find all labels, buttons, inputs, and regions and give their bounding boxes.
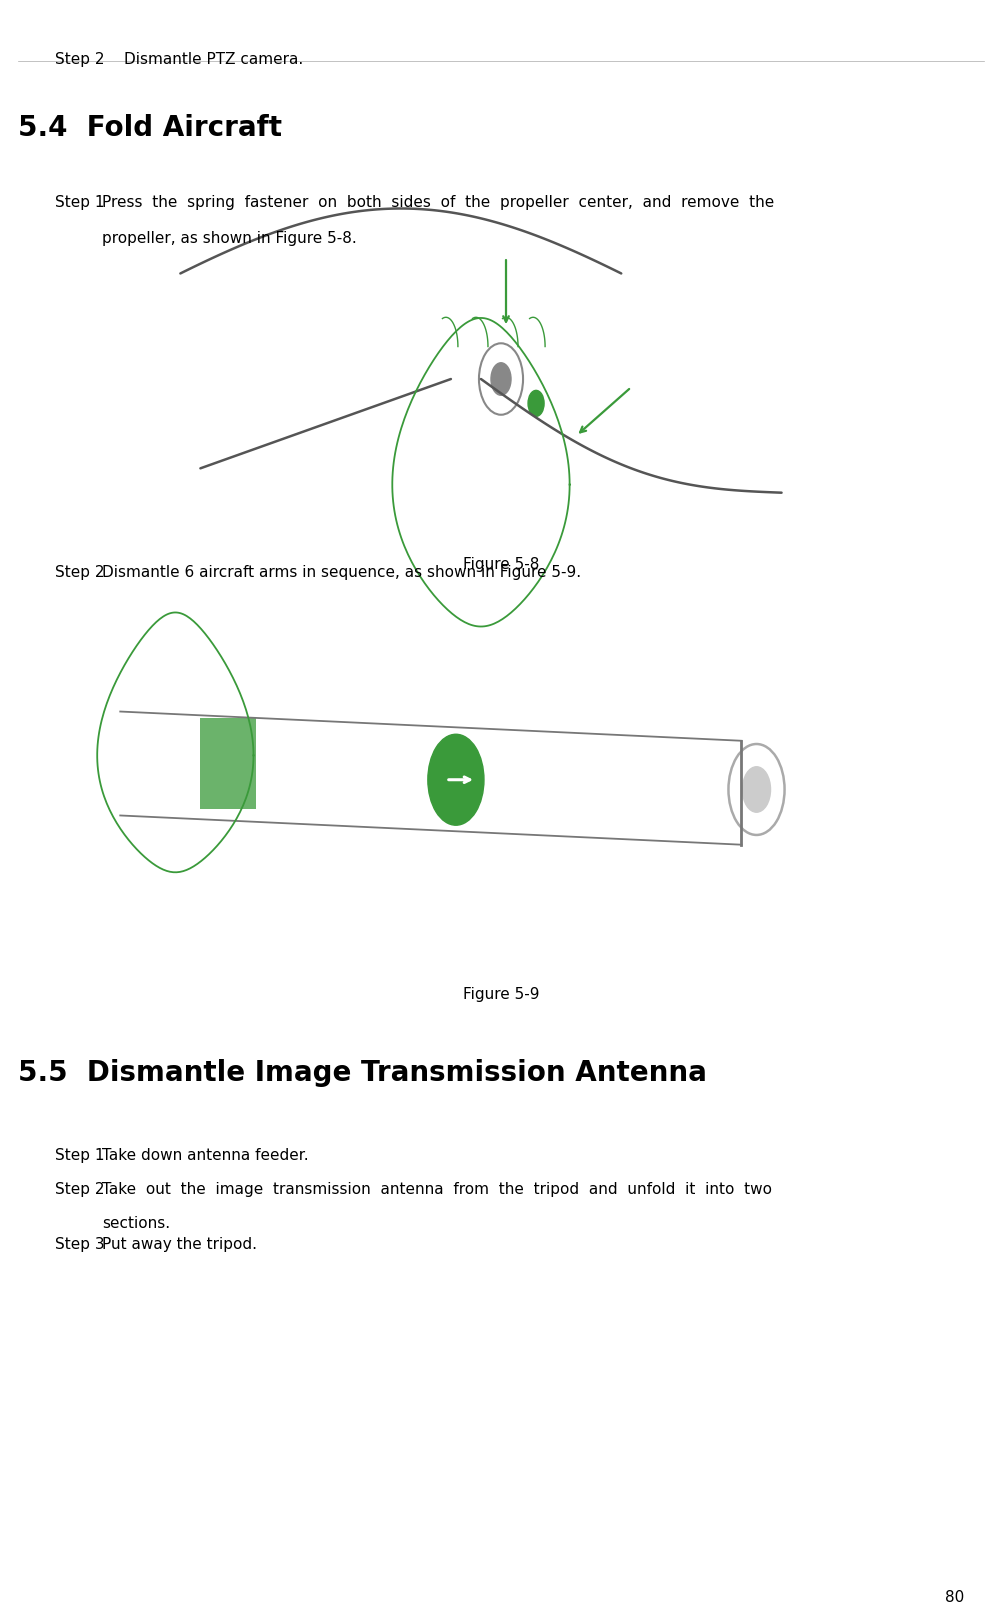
Text: Put away the tripod.: Put away the tripod. bbox=[102, 1237, 258, 1251]
Text: Dismantle 6 aircraft arms in sequence, as shown in Figure 5-9.: Dismantle 6 aircraft arms in sequence, a… bbox=[102, 565, 581, 579]
Text: Step 2: Step 2 bbox=[55, 1182, 104, 1196]
Circle shape bbox=[742, 768, 771, 813]
Circle shape bbox=[428, 735, 484, 826]
Text: Step 3: Step 3 bbox=[55, 1237, 105, 1251]
Text: Figure 5-9: Figure 5-9 bbox=[463, 987, 539, 1001]
Text: 5.5  Dismantle Image Transmission Antenna: 5.5 Dismantle Image Transmission Antenna bbox=[18, 1058, 707, 1086]
FancyBboxPatch shape bbox=[200, 719, 256, 810]
Text: Take down antenna feeder.: Take down antenna feeder. bbox=[102, 1147, 309, 1162]
Text: 80: 80 bbox=[945, 1589, 964, 1604]
Text: sections.: sections. bbox=[102, 1216, 170, 1230]
Text: propeller, as shown in Figure 5-8.: propeller, as shown in Figure 5-8. bbox=[102, 230, 357, 245]
Text: 5.4  Fold Aircraft: 5.4 Fold Aircraft bbox=[18, 114, 282, 141]
Text: Step 1: Step 1 bbox=[55, 1147, 104, 1162]
Text: Step 2: Step 2 bbox=[55, 565, 104, 579]
Text: Step 2    Dismantle PTZ camera.: Step 2 Dismantle PTZ camera. bbox=[55, 52, 304, 67]
Text: Take  out  the  image  transmission  antenna  from  the  tripod  and  unfold  it: Take out the image transmission antenna … bbox=[102, 1182, 773, 1196]
Text: Press  the  spring  fastener  on  both  sides  of  the  propeller  center,  and : Press the spring fastener on both sides … bbox=[102, 195, 775, 209]
Text: Figure 5-8: Figure 5-8 bbox=[463, 557, 539, 571]
Circle shape bbox=[491, 364, 511, 396]
Circle shape bbox=[528, 391, 544, 417]
Text: Step 1: Step 1 bbox=[55, 195, 104, 209]
